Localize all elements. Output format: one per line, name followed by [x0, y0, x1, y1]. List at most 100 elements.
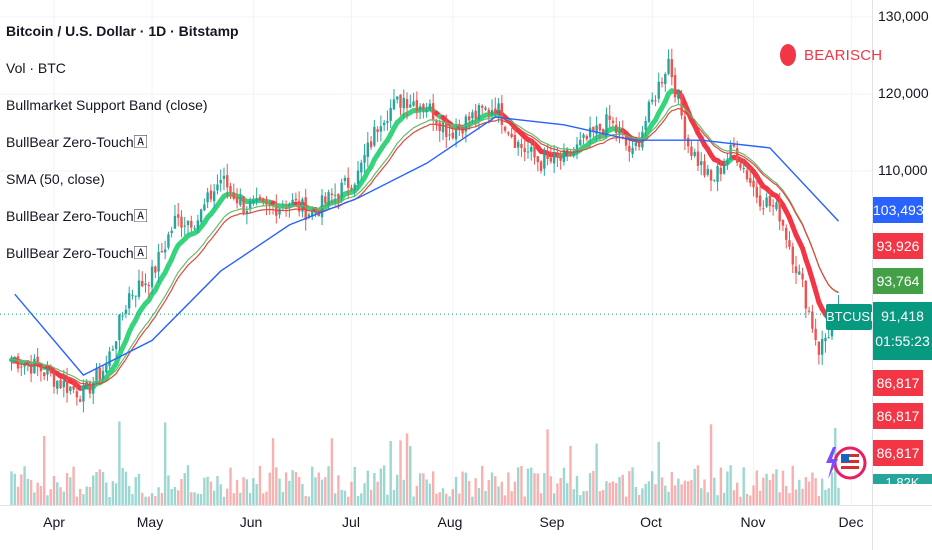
candle-body — [36, 356, 39, 366]
candle-body — [373, 126, 376, 146]
volume-bar — [402, 479, 405, 505]
ema-green-line — [11, 103, 839, 383]
volume-bar — [154, 496, 157, 505]
ema-red-price-tag: 93,926 — [873, 233, 923, 259]
volume-bar — [118, 421, 121, 505]
volume-bar — [536, 473, 539, 505]
candle-body — [566, 148, 569, 152]
volume-bar — [530, 467, 533, 505]
volume-bar — [275, 467, 278, 505]
legend-sma[interactable]: SMA (50, close) — [6, 171, 105, 187]
candle-body — [592, 126, 595, 132]
volume-bar — [579, 495, 582, 505]
volume-bar — [229, 467, 232, 505]
candle-body — [788, 240, 791, 247]
candle-body — [798, 271, 801, 275]
volume-bar — [811, 472, 814, 505]
candle-body — [239, 196, 242, 206]
volume-bar — [346, 496, 350, 505]
volume-bar — [722, 492, 726, 505]
volume-bar — [801, 488, 804, 505]
candle-body — [39, 365, 43, 372]
current-price-value: 91,418 — [881, 308, 924, 324]
volume-bar — [327, 466, 330, 505]
candle-body — [10, 359, 13, 361]
sma-price-tag: 103,493 — [873, 197, 924, 223]
volume-bar — [660, 477, 664, 505]
volume-bar — [291, 470, 294, 505]
candle-body — [487, 109, 490, 114]
volume-bar — [20, 474, 23, 505]
volume-bar — [85, 486, 88, 505]
bearish-signal: BEARISCH — [780, 44, 882, 66]
candle-body — [29, 364, 33, 374]
legend-bullbear-1[interactable]: BullBear Zero-Touch🄰 — [6, 134, 148, 150]
volume-bar — [562, 467, 566, 505]
candle-body — [441, 122, 445, 133]
candle-body — [827, 337, 830, 339]
candle-body — [458, 127, 461, 129]
volume-bar — [203, 477, 206, 505]
volume-bar — [245, 479, 249, 505]
volume-bar — [330, 438, 334, 505]
volume-bar — [745, 493, 749, 505]
volume-bar — [445, 493, 448, 505]
volume-bar — [373, 472, 376, 505]
candle-body — [82, 385, 85, 402]
candle-body — [775, 202, 778, 210]
candle-body — [543, 154, 546, 169]
legend-volume[interactable]: Vol · BTC — [6, 60, 66, 76]
candle-body — [762, 208, 765, 210]
candle-body — [559, 155, 562, 161]
candle-body — [755, 186, 759, 198]
candle-body — [356, 170, 360, 184]
candle-body — [758, 195, 762, 207]
volume-bar — [700, 488, 703, 505]
candle-body — [539, 161, 543, 171]
candle-body — [226, 175, 229, 188]
current-price-tag: 91,418 01:55:23 — [873, 302, 932, 360]
candle-body — [350, 187, 353, 190]
volume-bar — [206, 476, 209, 505]
volume-bar — [827, 488, 830, 505]
candle-body — [588, 127, 592, 138]
candle-body — [778, 201, 781, 222]
candle-body — [713, 179, 716, 181]
volume-bar — [343, 490, 347, 505]
bearish-dot-icon — [780, 44, 796, 66]
volume-bar — [752, 485, 755, 505]
candle-body — [284, 207, 288, 209]
candle-body — [634, 142, 638, 146]
candle-body — [438, 122, 441, 131]
candle-body — [611, 120, 615, 123]
volume-bar — [42, 435, 46, 505]
volume-bar — [615, 483, 618, 505]
tradingview-bolt-flag-icon[interactable] — [824, 441, 868, 485]
volume-bar — [771, 473, 775, 505]
volume-bar — [379, 468, 383, 505]
volume-bar — [222, 496, 226, 505]
chart-title[interactable]: Bitcoin / U.S. Dollar · 1D · Bitstamp — [6, 23, 239, 39]
legend-support-band[interactable]: Bullmarket Support Band (close) — [6, 97, 208, 113]
candle-body — [245, 210, 249, 214]
candle-body — [399, 94, 402, 108]
legend-bullbear-3[interactable]: BullBear Zero-Touch🄰 — [6, 245, 148, 261]
legend-bullbear-2[interactable]: BullBear Zero-Touch🄰 — [6, 208, 148, 224]
candle-body — [605, 114, 608, 138]
candle-body — [95, 368, 98, 382]
candle-body — [445, 120, 448, 137]
volume-bar — [644, 483, 647, 505]
volume-bar — [297, 477, 301, 505]
candle-body — [735, 148, 739, 163]
candle-body — [451, 132, 454, 139]
candle-body — [154, 266, 157, 273]
volume-bar — [212, 490, 216, 505]
candle-body — [56, 380, 59, 389]
volume-tag: 1.82K — [873, 474, 932, 484]
candle-body — [556, 154, 559, 157]
candle-body — [477, 105, 481, 120]
candle-body — [621, 131, 624, 136]
candle-body — [824, 337, 827, 342]
candle-body — [278, 208, 281, 215]
